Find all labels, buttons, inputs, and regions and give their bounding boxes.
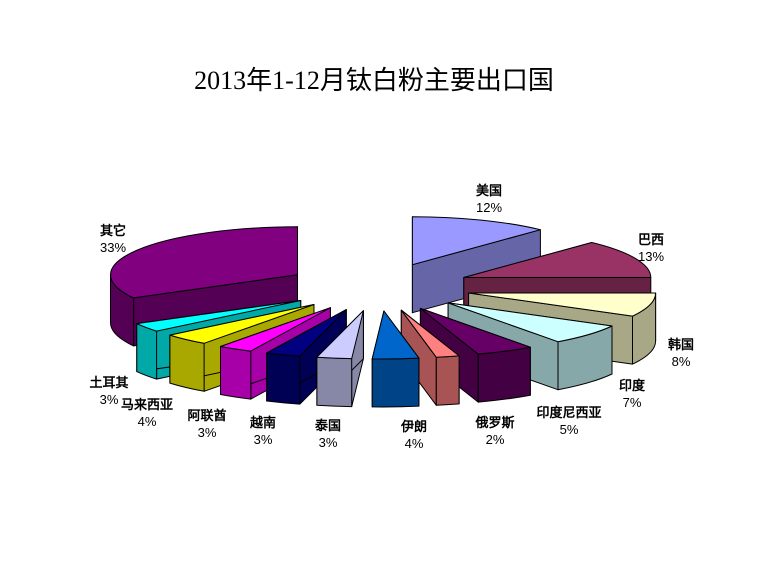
slice-arc-wall-russia xyxy=(435,355,460,406)
pie-slice-russia xyxy=(400,309,460,406)
pie-slice-thailand xyxy=(316,310,364,408)
slice-top-thailand xyxy=(316,310,364,360)
slice-arc-wall-turkey xyxy=(136,323,158,380)
slice-top-turkey xyxy=(136,300,302,332)
slice-arc-wall-vietnam xyxy=(266,352,301,405)
slice-top-iran xyxy=(371,310,420,360)
slice-top-russia xyxy=(400,309,460,358)
slice-arc-wall-uae xyxy=(220,346,252,400)
pie-slice-iran xyxy=(371,310,420,408)
slice-top-others xyxy=(110,226,298,299)
slice-top-malaysia xyxy=(169,304,315,344)
slice-top-uae xyxy=(220,307,331,352)
slice-top-south-korea xyxy=(468,292,657,317)
slice-top-vietnam xyxy=(266,309,347,357)
slice-arc-wall-thailand xyxy=(316,356,353,408)
slice-top-usa xyxy=(411,216,541,266)
slice-top-indonesia xyxy=(419,307,531,355)
pie-slice-vietnam xyxy=(266,309,347,405)
slice-top-india xyxy=(447,302,613,343)
slice-top-brazil xyxy=(463,242,652,278)
slice-arc-wall-indonesia xyxy=(477,346,531,403)
chart-title: 2013年1-12月钛白粉主要出口国 xyxy=(194,66,554,95)
slice-arc-wall-iran xyxy=(371,357,420,408)
slice-arc-wall-malaysia xyxy=(169,334,205,392)
